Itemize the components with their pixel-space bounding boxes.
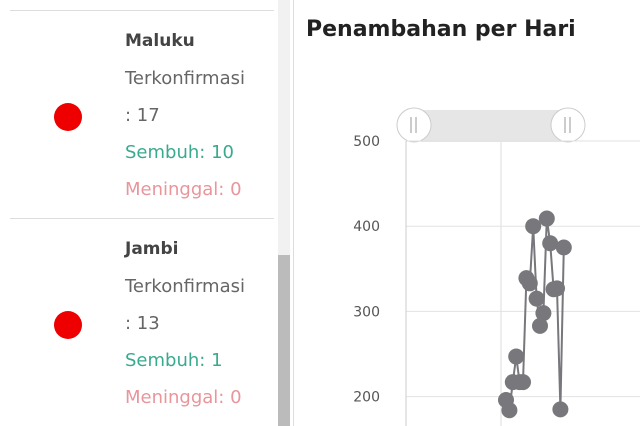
province-list: Maluku Terkonfirmasi : 17 Sembuh: 10 Meningg… (0, 0, 276, 426)
province-card[interactable]: Maluku Terkonfirmasi : 17 Sembuh: 10 Meningg… (10, 10, 274, 219)
slider-handle[interactable] (550, 107, 586, 143)
data-point (508, 348, 525, 365)
confirmed-value: : 13 (125, 313, 160, 334)
data-point (549, 280, 565, 297)
y-tick-label: 400 (353, 219, 380, 235)
data-point (501, 402, 518, 419)
handle-grip (410, 117, 571, 133)
chart-title: Penambahan per Hari (306, 17, 576, 42)
chart: Penambahan per Hari 200 300 400 500 (306, 17, 640, 426)
confirmed-label: Terkonfirmasi (125, 276, 245, 297)
status-dot (54, 103, 82, 131)
confirmed-label: Terkonfirmasi (125, 68, 245, 89)
chart-panel: Penambahan per Hari 200 300 400 500 (293, 0, 640, 426)
range-slider[interactable] (406, 110, 578, 142)
confirmed-value: : 17 (125, 105, 160, 126)
data-point (552, 401, 569, 418)
data-point (525, 218, 542, 235)
data-point (532, 317, 548, 334)
province-name: Jambi (125, 239, 179, 259)
scrollbar-thumb[interactable] (278, 255, 290, 426)
y-tick-label: 300 (353, 304, 380, 320)
deaths-text: Meninggal: 0 (125, 387, 242, 408)
deaths-text: Meninggal: 0 (125, 179, 242, 200)
data-point (535, 305, 552, 322)
data-point (528, 290, 545, 307)
y-tick-label: 200 (353, 390, 380, 406)
data-point (555, 239, 572, 256)
data-point (542, 235, 559, 252)
province-card[interactable]: Jambi Terkonfirmasi : 13 Sembuh: 1 Meninggal… (10, 218, 274, 426)
recovered-text: Sembuh: 1 (125, 350, 223, 371)
status-dot (54, 311, 82, 339)
data-point (521, 275, 538, 292)
y-tick-label: 500 (353, 134, 380, 150)
data-point (515, 374, 531, 391)
recovered-text: Sembuh: 10 (125, 142, 234, 163)
slider-handle[interactable] (396, 107, 432, 143)
province-name: Maluku (125, 31, 195, 51)
data-point (538, 210, 555, 227)
